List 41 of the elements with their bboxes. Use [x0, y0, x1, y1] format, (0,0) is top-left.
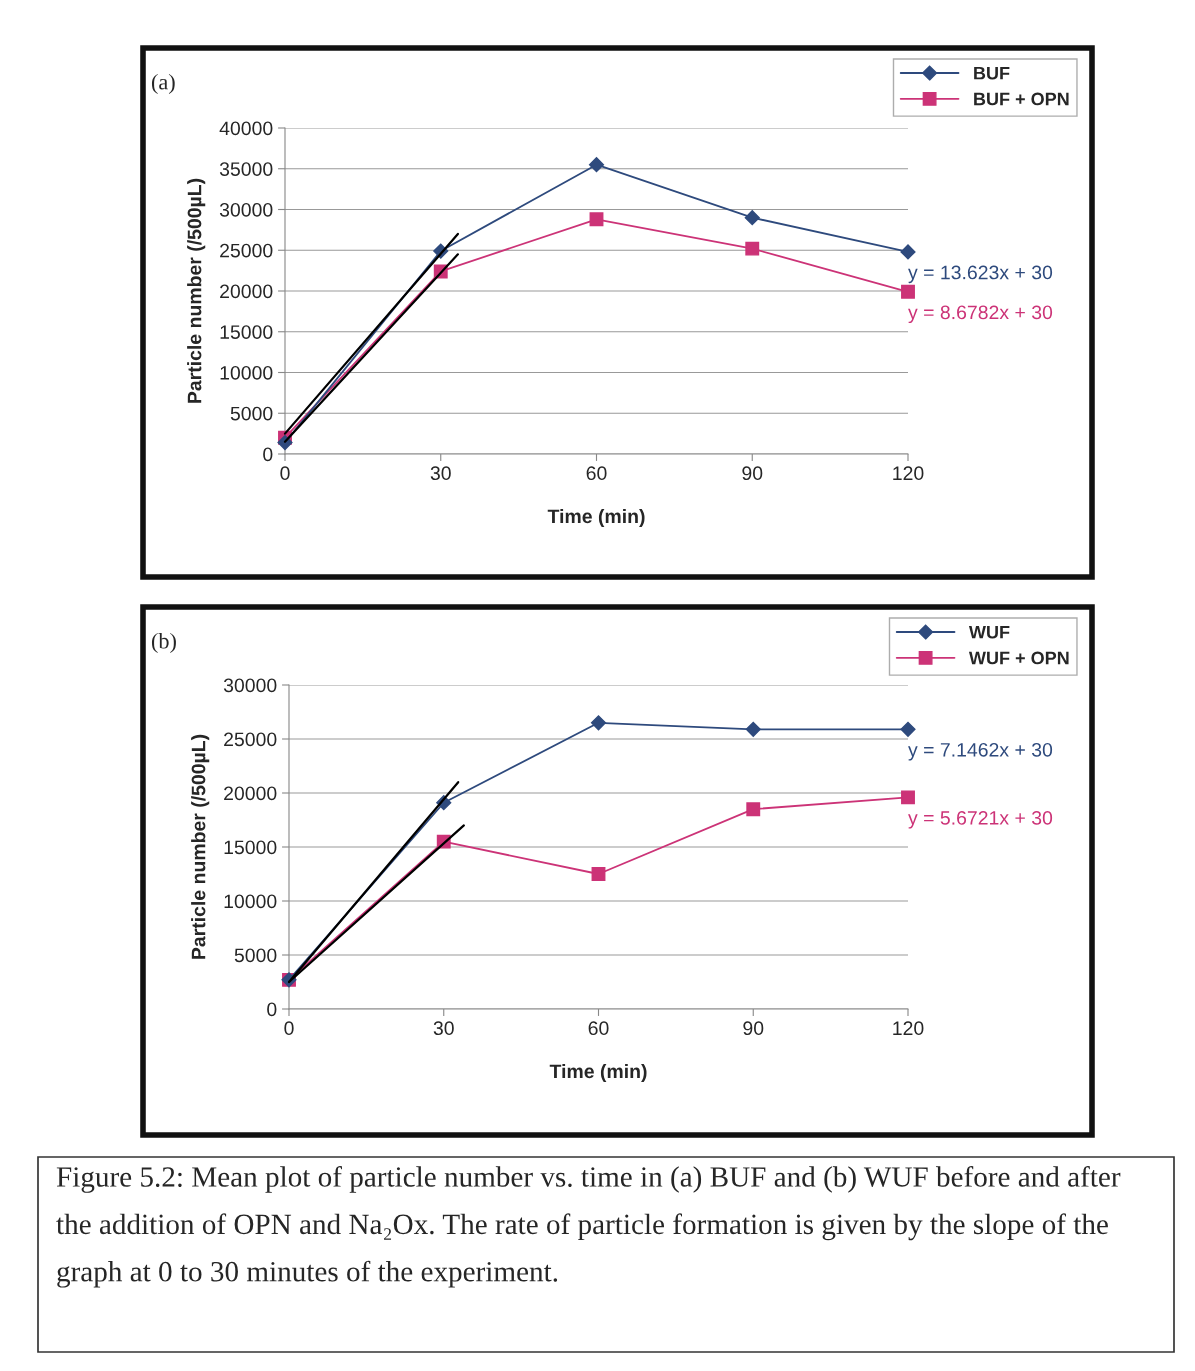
x-tick-label: 30 — [430, 466, 451, 481]
y-tick-label: 0 — [263, 447, 273, 462]
x-tick-label: 90 — [743, 1021, 764, 1036]
text: y = 8.6782x + 30 — [908, 305, 1053, 324]
x-tick-label: 120 — [893, 466, 924, 481]
legend-label: WUF + OPN — [968, 651, 1069, 665]
y-tick-label: 25000 — [220, 243, 273, 258]
y-tick-label: 5000 — [230, 406, 273, 421]
x-tick-label: 0 — [280, 466, 290, 481]
y-tick-label: 0 — [267, 1002, 277, 1017]
y-tick-label: 35000 — [219, 162, 273, 176]
y-tick-label: 30000 — [223, 678, 277, 693]
y-tick-label: 20000 — [224, 786, 277, 801]
x-tick-label: 60 — [588, 1021, 609, 1036]
x-tick-label: 120 — [893, 1021, 924, 1036]
y-tick-label: 15000 — [220, 325, 273, 339]
legend-label: BUF + OPN — [974, 92, 1069, 106]
caption: Figure 5.2: Mean plot of particle number vs. time in (a) BUF and (b) WUF before and after the addition of OPN and Na₂Ox. The rate of particle formation is given by the slope of the graph at 0 to 30 minutes of the experiment. — [56, 1166, 1121, 1288]
x-tick-label: 90 — [742, 466, 763, 481]
text: y = 13.623x + 30 — [908, 265, 1053, 284]
y-tick-label: 40000 — [219, 121, 273, 136]
x-tick-label: 60 — [586, 466, 607, 481]
legend-label: WUF — [968, 625, 1010, 639]
y-tick-label: 20000 — [220, 284, 273, 299]
x-tick-label: 0 — [284, 1021, 294, 1036]
y-tick-label: 25000 — [224, 732, 277, 747]
y-tick-label: 10000 — [220, 365, 273, 380]
legend-label: BUF — [974, 66, 1010, 80]
y-axis-title: Particle number (/500µL) — [187, 178, 206, 403]
y-tick-label: 5000 — [234, 948, 277, 963]
chart-title: (b) — [151, 632, 176, 654]
chart-title: (a) — [151, 73, 175, 95]
x-axis-title: Time (min) — [547, 508, 645, 528]
y-tick-label: 15000 — [224, 840, 277, 855]
text: y = 5.6721x + 30 — [908, 810, 1053, 829]
x-axis-title: Time (min) — [549, 1063, 647, 1083]
y-tick-label: 10000 — [224, 894, 277, 909]
text: y = 7.1462x + 30 — [908, 742, 1053, 761]
y-axis-title: Particle number (/500µL) — [191, 734, 210, 959]
x-tick-label: 30 — [433, 1021, 454, 1036]
y-tick-label: 30000 — [219, 202, 273, 217]
